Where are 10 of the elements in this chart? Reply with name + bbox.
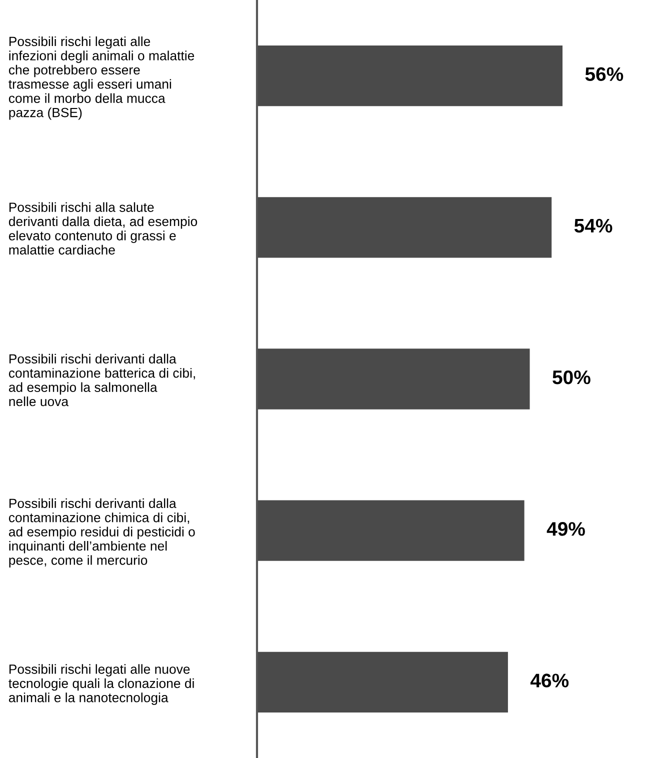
data-label: 46% xyxy=(530,674,569,688)
y-tick-label: Possibili rischi legati alle nuove tecnologie quali la clonazione di animali e la nanotecnologia xyxy=(8,664,194,705)
y-tick-label: Possibili rischi derivanti dalla contaminazione batterica di cibi, ad esempio la salmonella nelle uova xyxy=(8,354,195,406)
data-label: 49% xyxy=(546,522,585,536)
data-label: 54% xyxy=(574,218,612,233)
y-tick-label: Possibili rischi alla salute derivanti dalla dieta, ad esempio elevato contenuto di grassi e malattie cardiache xyxy=(8,202,198,255)
y-tick-label: Possibili rischi derivanti dalla contaminazione chimica di cibi, ad esempio residui di pesticidi o inquinanti dell’ambiente nel pesce, come il mercurio xyxy=(8,498,195,568)
data-label: 50% xyxy=(552,370,590,384)
data-label: 56% xyxy=(585,67,624,82)
y-tick-label: Possibili rischi legati alle infezioni degli animali o malattie che potrebbero essere trasmesse agli esseri umani come il morbo della mucca pazza (BSE) xyxy=(8,36,194,120)
